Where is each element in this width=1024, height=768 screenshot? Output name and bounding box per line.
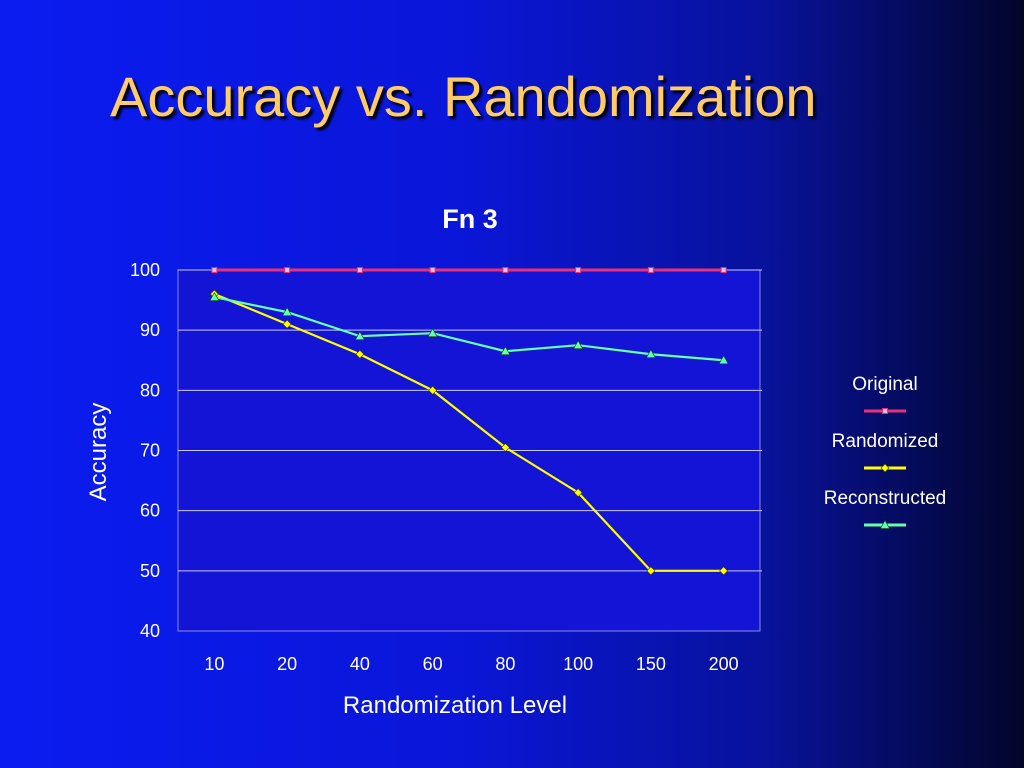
data-point bbox=[500, 443, 510, 452]
x-axis-label: Randomization Level bbox=[343, 692, 567, 719]
data-point bbox=[282, 307, 293, 316]
legend-item: Randomized bbox=[832, 431, 939, 473]
series-reconstructed bbox=[209, 291, 729, 365]
legend-item: Reconstructed bbox=[824, 488, 947, 529]
data-point bbox=[720, 267, 727, 273]
y-tick-label: 80 bbox=[140, 380, 160, 400]
y-tick-label: 60 bbox=[140, 501, 160, 521]
x-tick-label: 10 bbox=[204, 654, 224, 674]
data-point bbox=[575, 267, 582, 273]
x-tick-label: 20 bbox=[277, 654, 297, 674]
data-point bbox=[355, 349, 365, 359]
legend: Original Randomized Reconstructed bbox=[824, 374, 947, 529]
y-tick-label: 90 bbox=[140, 320, 160, 340]
data-point bbox=[880, 463, 890, 473]
slide-title: Accuracy vs. Randomization bbox=[110, 65, 817, 128]
data-point bbox=[882, 408, 888, 414]
series-line bbox=[214, 295, 724, 362]
x-tick-label: 100 bbox=[563, 654, 593, 674]
data-point bbox=[718, 355, 729, 365]
data-point bbox=[428, 385, 438, 395]
chart-title: Fn 3 bbox=[442, 204, 498, 234]
legend-item: Original bbox=[852, 374, 918, 414]
x-tick-label: 60 bbox=[423, 654, 443, 674]
plot-area: 40 50 60 70 80 90 100 10 20 40 60 80 100 150 200 bbox=[130, 260, 762, 674]
data-point bbox=[647, 267, 654, 273]
series-line bbox=[213, 293, 724, 572]
series-layer bbox=[209, 267, 729, 576]
data-point bbox=[427, 328, 438, 337]
data-point bbox=[284, 267, 291, 273]
data-point bbox=[879, 519, 891, 529]
y-tick-label: 100 bbox=[130, 260, 160, 280]
data-point bbox=[429, 267, 436, 273]
x-tick-label: 40 bbox=[350, 654, 370, 674]
data-point bbox=[719, 566, 729, 576]
y-tick-label: 70 bbox=[140, 441, 160, 461]
data-point bbox=[500, 346, 511, 356]
data-point bbox=[573, 340, 584, 350]
y-tick-label: 50 bbox=[140, 561, 160, 581]
y-axis-label: Accuracy bbox=[85, 403, 112, 502]
data-point bbox=[573, 488, 583, 498]
data-point bbox=[211, 267, 218, 273]
data-point bbox=[282, 319, 292, 329]
legend-label: Reconstructed bbox=[824, 488, 947, 509]
legend-label: Randomized bbox=[832, 431, 939, 452]
y-tick-label: 40 bbox=[140, 621, 160, 641]
data-point bbox=[209, 291, 220, 301]
data-point bbox=[502, 267, 509, 273]
tick-labels: 40 50 60 70 80 90 100 10 20 40 60 80 100 150 200 bbox=[130, 260, 739, 674]
data-point bbox=[356, 267, 363, 273]
x-tick-label: 200 bbox=[709, 654, 739, 674]
x-tick-label: 150 bbox=[636, 654, 666, 674]
legend-label: Original bbox=[852, 374, 917, 395]
data-point bbox=[645, 349, 656, 359]
x-tick-label: 80 bbox=[495, 654, 515, 674]
data-point bbox=[354, 331, 365, 340]
series-original bbox=[211, 267, 727, 273]
data-point bbox=[646, 566, 656, 576]
